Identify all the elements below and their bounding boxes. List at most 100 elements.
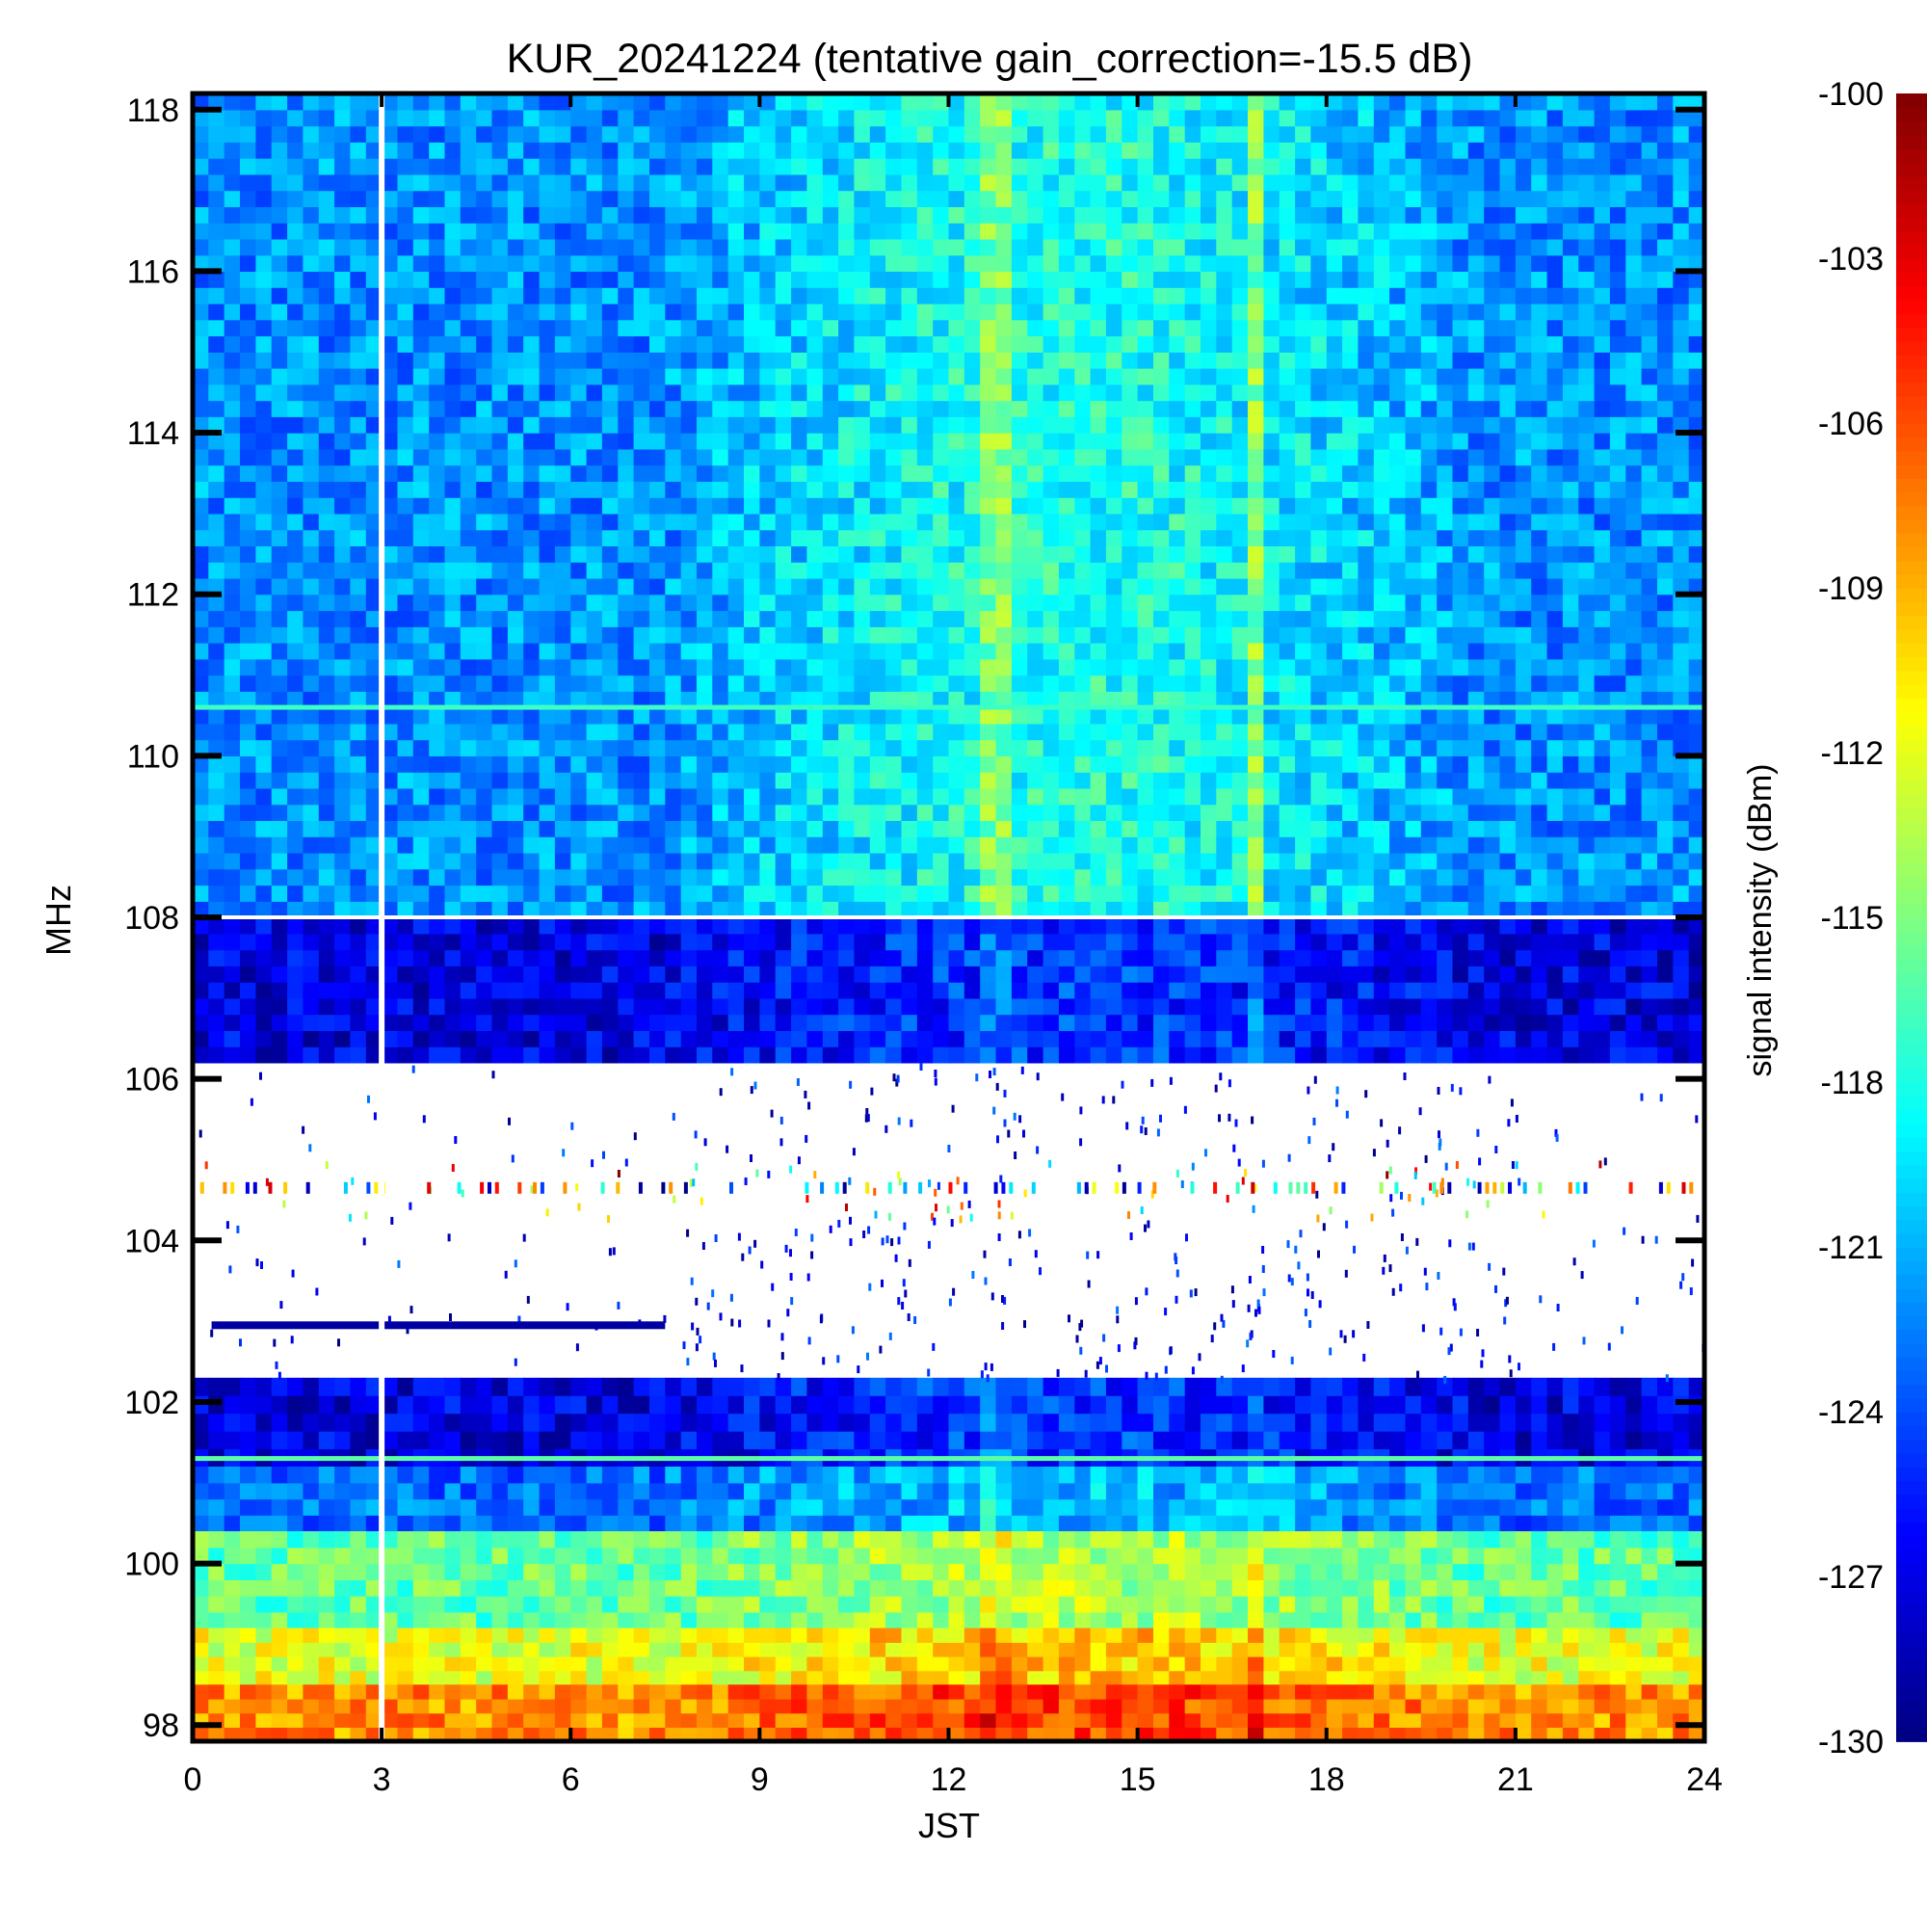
heatmap-cell [1011,335,1028,353]
heatmap-cell [869,577,886,595]
heatmap-cell [507,271,524,288]
heatmap-cell [1248,223,1264,240]
heatmap-cell [806,384,824,402]
heatmap-cell [460,109,477,127]
heatmap-cell [429,335,446,353]
heatmap-cell [1295,448,1311,466]
heatmap-cell [1562,836,1579,854]
heatmap-cell [901,1046,918,1064]
heatmap-cell [1609,433,1626,450]
heatmap-cell [822,368,839,385]
heatmap-cell [791,707,807,725]
heatmap-cell [712,755,729,773]
heatmap-cell [1137,238,1154,256]
heatmap-cell [791,1046,807,1064]
heatmap-cell [1657,93,1674,111]
heatmap-cell [1011,643,1028,660]
heatmap-cell [491,804,509,821]
heatmap-cell [1201,416,1217,434]
heatmap-cell [1484,739,1501,756]
heatmap-cell [1153,529,1170,546]
heatmap-cell [1326,868,1343,887]
heatmap-cell [806,675,824,692]
heatmap-cell [460,626,477,644]
heatmap-cell [1184,545,1201,563]
heatmap-cell [1688,497,1705,515]
heatmap-cell [1153,158,1170,175]
heatmap-cell [869,142,886,159]
heatmap-cell [208,755,225,773]
heatmap-cell [240,852,256,870]
heatmap-cell [318,513,335,531]
heatmap-cell [980,416,997,434]
heatmap-cell [1263,271,1280,288]
heatmap-cell [255,820,273,837]
heatmap-cell [1043,529,1060,546]
heatmap-cell [727,658,745,676]
heatmap-cell [601,901,619,918]
heatmap-cell [491,901,509,918]
heatmap-cell [665,206,682,224]
heatmap-cell [429,545,446,563]
heatmap-cell [727,610,745,627]
heatmap-cell [1310,303,1328,321]
heatmap-cell [334,658,351,676]
heatmap-cell [1074,852,1092,870]
heatmap-cell [1625,254,1643,272]
heatmap-cell [1515,125,1532,143]
heatmap-cell [916,223,934,240]
heatmap-cell [224,643,241,660]
heatmap-cell [665,787,682,806]
heatmap-cell [995,804,1013,821]
heatmap-cell [901,594,918,612]
heatmap-cell [618,448,635,466]
heatmap-cell [303,610,320,627]
heatmap-cell [1515,287,1532,304]
heatmap-cell [791,400,807,417]
heatmap-cell [1499,464,1517,482]
heatmap-cell [885,223,902,240]
heatmap-cell [303,497,320,515]
heatmap-cell [1342,206,1359,224]
heatmap-cell [350,562,367,579]
heatmap-cell [1153,319,1170,337]
heatmap-cell [791,852,807,870]
heatmap-cell [429,610,446,627]
heatmap-cell [822,562,839,579]
heatmap-cell [1027,643,1044,660]
heatmap-cell [1405,545,1422,563]
heatmap-cell [806,658,824,676]
heatmap-cell [838,335,855,353]
heatmap-cell [1373,142,1390,159]
heatmap-cell [539,577,556,595]
heatmap-cell [476,658,493,676]
heatmap-cell [665,675,682,692]
heatmap-cell [1310,643,1328,660]
heatmap-cell [1231,772,1249,789]
heatmap-cell [1231,1046,1249,1064]
heatmap-cell [586,723,603,741]
heatmap-cell [744,93,760,111]
heatmap-cell [948,384,965,402]
heatmap-cell [1641,901,1658,918]
heatmap-cell [1105,238,1122,256]
heatmap-cell [822,691,839,708]
heatmap-cell [1342,885,1359,902]
heatmap-cell [523,675,541,692]
heatmap-cell [1201,448,1217,466]
heatmap-cell [224,513,241,531]
heatmap-cell [382,577,398,595]
heatmap-cell [444,206,462,224]
heatmap-cell [1011,223,1028,240]
heatmap-cell [1562,400,1579,417]
heatmap-cell [649,787,666,806]
heatmap-cell [618,626,635,644]
heatmap-cell [1310,836,1328,854]
heatmap-cell [1594,109,1611,127]
heatmap-cell [397,206,414,224]
heatmap-cell [1090,352,1107,369]
heatmap-cell [806,513,824,531]
heatmap-cell [1452,93,1469,111]
heatmap-cell [1452,109,1469,127]
heatmap-cell [1090,223,1107,240]
